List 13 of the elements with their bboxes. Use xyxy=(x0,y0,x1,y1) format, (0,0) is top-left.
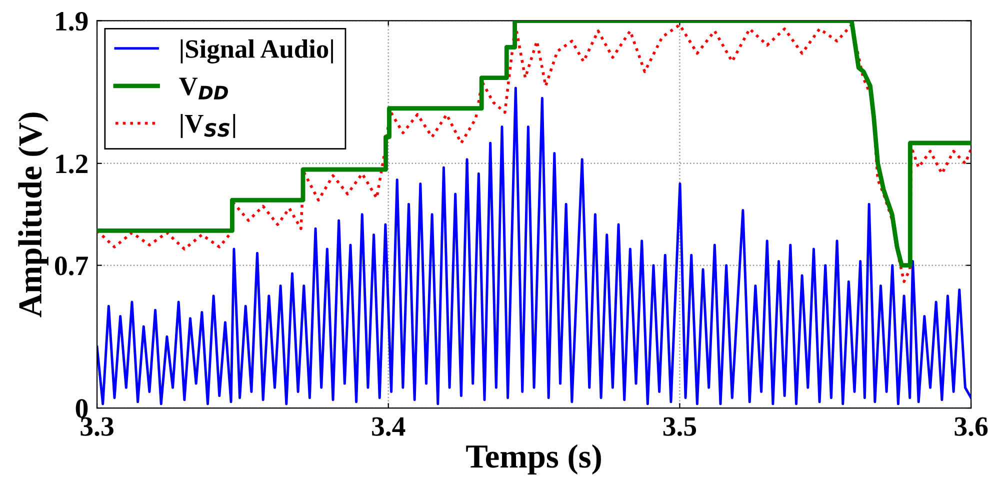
x-tick-label: 3.6 xyxy=(954,417,988,436)
y-tick-label: 1.9 xyxy=(56,12,88,31)
y-axis-title: Amplitude (V) xyxy=(18,112,48,318)
y-tick-label: 1.2 xyxy=(56,154,88,174)
x-axis-title: Temps (s) xyxy=(466,444,601,475)
x-tick-label: 3.4 xyxy=(372,417,406,436)
legend-label: |V$_{SS}$| xyxy=(180,114,236,138)
y-tick-label: 0.7 xyxy=(55,256,88,276)
x-tick-label: 3.3 xyxy=(80,417,114,436)
y-tick-label: 0 xyxy=(76,399,88,418)
legend-label: |Signal Audio| xyxy=(180,39,333,64)
legend-label: V$_{DD}$ xyxy=(179,78,228,100)
x-tick-label: 3.5 xyxy=(663,417,696,436)
